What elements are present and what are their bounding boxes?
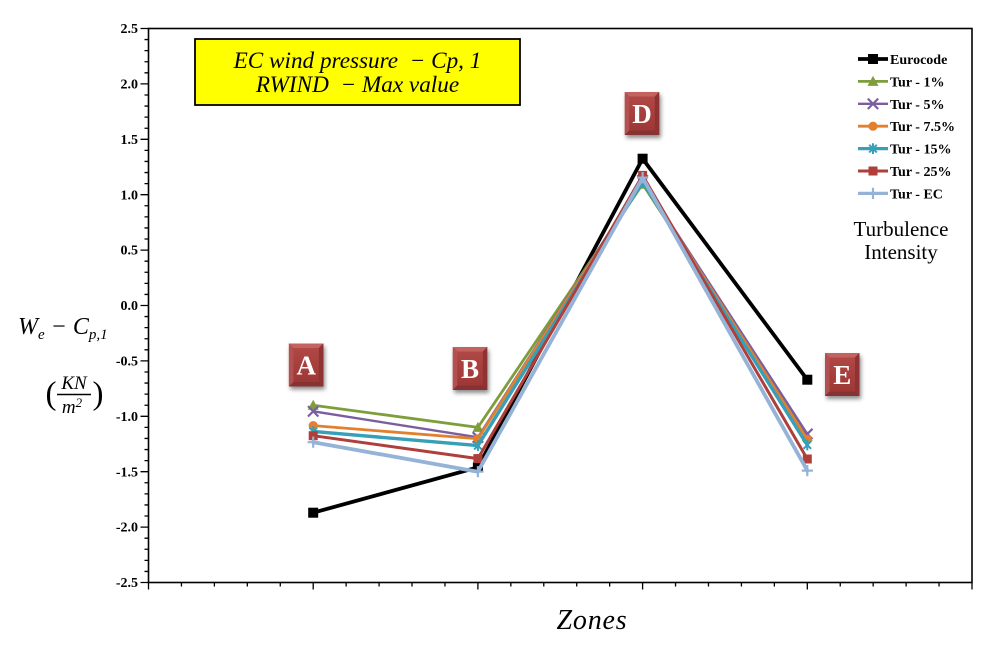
- svg-text:RWIND − Max value: RWIND − Max value: [255, 72, 459, 98]
- svg-text:E: E: [833, 360, 851, 390]
- svg-text:0.5: 0.5: [121, 244, 139, 259]
- svg-text:B: B: [461, 354, 479, 384]
- svg-text:Tur - 15%: Tur - 15%: [890, 143, 951, 158]
- svg-text:-2.0: -2.0: [116, 521, 138, 536]
- svg-text:Tur - 25%: Tur - 25%: [890, 165, 951, 180]
- svg-text:Intensity: Intensity: [864, 240, 938, 264]
- svg-text:Tur - 5%: Tur - 5%: [890, 98, 944, 113]
- svg-text:2.0: 2.0: [121, 78, 139, 93]
- svg-text:-1.5: -1.5: [116, 465, 138, 480]
- svg-text:Eurocode: Eurocode: [890, 53, 947, 68]
- svg-text:0.0: 0.0: [121, 299, 139, 314]
- svg-text:Tur - 1%: Tur - 1%: [890, 75, 944, 90]
- svg-text:-1.0: -1.0: [116, 410, 138, 425]
- svg-text:1.5: 1.5: [121, 133, 139, 148]
- svg-text:D: D: [632, 99, 652, 129]
- svg-text:): ): [93, 376, 104, 412]
- svg-text:1.0: 1.0: [121, 188, 139, 203]
- svg-text:KN: KN: [60, 373, 88, 394]
- svg-text:EC wind pressure − Cp, 1: EC wind pressure − Cp, 1: [233, 48, 482, 74]
- svg-text:Zones: Zones: [557, 605, 628, 636]
- svg-text:2.5: 2.5: [121, 22, 139, 37]
- svg-text:A: A: [296, 351, 316, 381]
- svg-text:Turbulence: Turbulence: [854, 217, 949, 241]
- svg-text:(: (: [46, 376, 57, 412]
- svg-text:Tur - 7.5%: Tur - 7.5%: [890, 120, 955, 135]
- svg-text:Tur - EC: Tur - EC: [890, 187, 943, 202]
- svg-text:-2.5: -2.5: [116, 576, 138, 591]
- svg-text:-0.5: -0.5: [116, 355, 138, 370]
